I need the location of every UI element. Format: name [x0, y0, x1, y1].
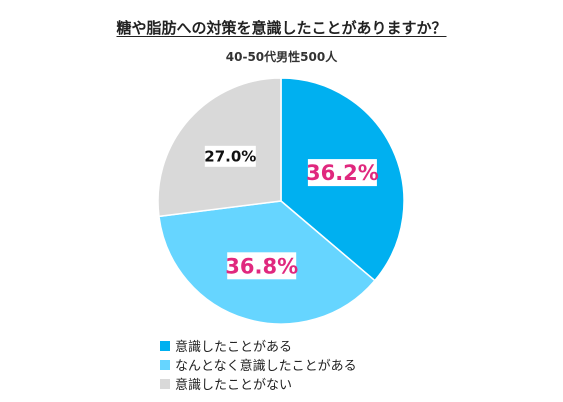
- data-label-bg-2: [204, 145, 256, 167]
- legend-item: なんとなく意識したことがある: [160, 355, 357, 374]
- data-label-bg-1: [227, 252, 297, 280]
- legend-label: なんとなく意識したことがある: [175, 359, 357, 374]
- data-label-1: 36.8%: [225, 254, 298, 278]
- legend-swatch-2: [160, 378, 170, 389]
- data-label-0: 36.2%: [306, 161, 379, 185]
- data-label-bg-0: [307, 159, 377, 187]
- data-label-2: 27.0%: [204, 148, 256, 166]
- legend-label: 意識したことがない: [175, 378, 293, 393]
- chart-title: 糖や脂肪への対策を意識したことがありますか？: [116, 19, 447, 37]
- chart-subtitle: 40-50代男性500人: [225, 50, 338, 64]
- legend-item: 意識したことがない: [160, 374, 357, 393]
- legend-swatch-1: [160, 359, 170, 370]
- legend-swatch-0: [160, 340, 170, 351]
- legend: 意識したことがある なんとなく意識したことがある 意識したことがない: [160, 336, 357, 393]
- legend-item: 意識したことがある: [160, 336, 357, 355]
- legend-label: 意識したことがある: [175, 340, 293, 355]
